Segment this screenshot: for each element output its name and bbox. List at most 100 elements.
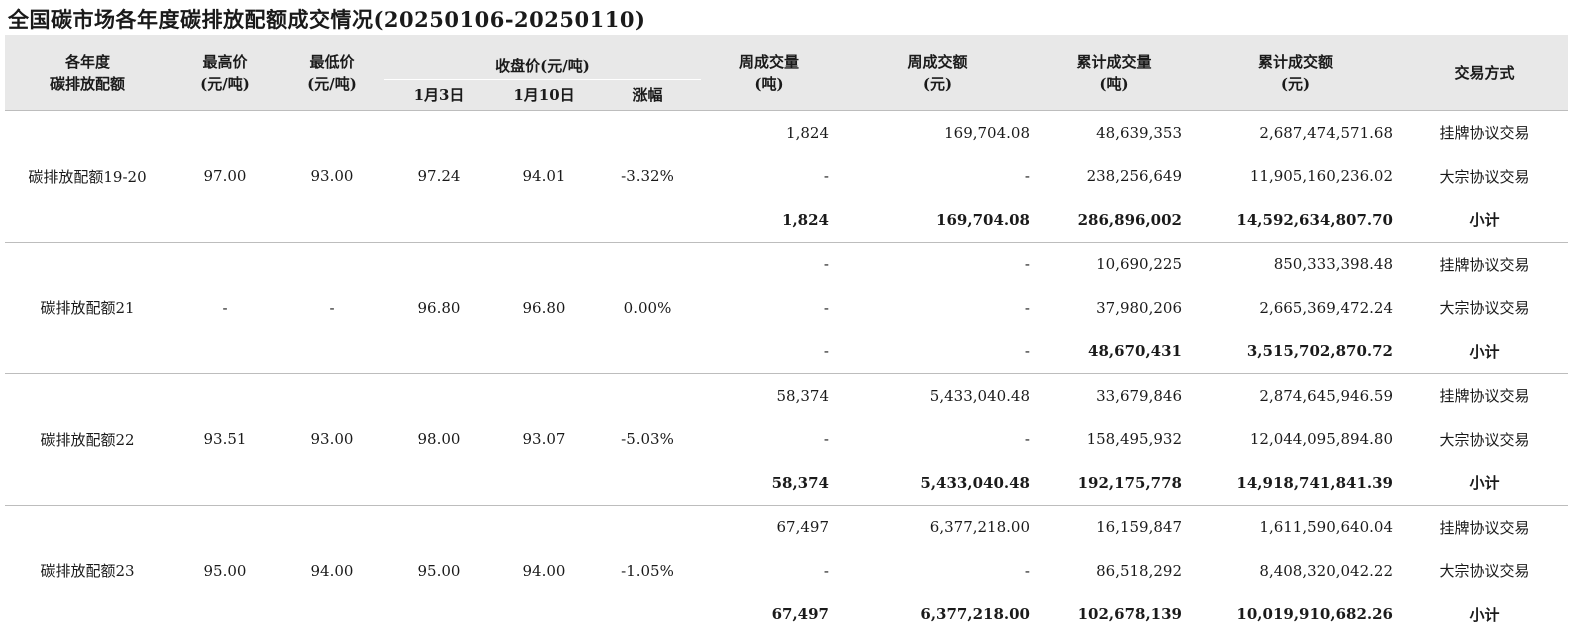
price-change: -1.05%: [594, 505, 701, 636]
max-price: 95.00: [170, 505, 280, 636]
close-jan10: 96.80: [494, 242, 594, 374]
cum-amount: 14,918,741,841.39: [1190, 461, 1401, 505]
week-amount: -: [837, 155, 1038, 199]
cum-amount: 3,515,702,870.72: [1190, 330, 1401, 374]
min-price: 94.00: [280, 505, 384, 636]
trade-method: 小计: [1401, 330, 1568, 374]
week-amount: -: [837, 330, 1038, 374]
header-product-line2: 碳排放配额: [5, 73, 170, 95]
header-week-volume: 周成交量 (吨): [701, 35, 837, 111]
week-volume: -: [701, 242, 837, 286]
header-week-amount-line1: 周成交额: [837, 51, 1038, 73]
table-row: 碳排放配额23 95.00 94.00 95.00 94.00 -1.05% 6…: [5, 505, 1568, 549]
close-jan3: 98.00: [384, 374, 494, 506]
table-row: 碳排放配额22 93.51 93.00 98.00 93.07 -5.03% 5…: [5, 374, 1568, 418]
table-row: 碳排放配额19-20 97.00 93.00 97.24 94.01 -3.32…: [5, 111, 1568, 155]
close-jan3: 96.80: [384, 242, 494, 374]
header-min-price: 最低价 (元/吨): [280, 35, 384, 111]
max-price: 93.51: [170, 374, 280, 506]
week-amount: 169,704.08: [837, 198, 1038, 242]
week-amount: -: [837, 286, 1038, 330]
cum-amount: 10,019,910,682.26: [1190, 593, 1401, 636]
cum-volume: 238,256,649: [1038, 155, 1190, 199]
close-jan10: 94.00: [494, 505, 594, 636]
header-min-price-line1: 最低价: [280, 51, 384, 73]
product-name: 碳排放配额21: [5, 242, 170, 374]
header-cum-amount: 累计成交额 (元): [1190, 35, 1401, 111]
header-week-amount: 周成交额 (元): [837, 35, 1038, 111]
header-week-amount-line2: (元): [837, 73, 1038, 95]
trade-method: 大宗协议交易: [1401, 549, 1568, 593]
week-volume: -: [701, 418, 837, 462]
cum-amount: 2,687,474,571.68: [1190, 111, 1401, 155]
week-volume: 67,497: [701, 505, 837, 549]
product-name: 碳排放配额22: [5, 374, 170, 506]
header-week-volume-line1: 周成交量: [701, 51, 837, 73]
min-price: -: [280, 242, 384, 374]
header-close-jan3: 1月3日: [384, 80, 494, 111]
header-max-price-line2: (元/吨): [170, 73, 280, 95]
trade-method: 挂牌协议交易: [1401, 242, 1568, 286]
price-change: -5.03%: [594, 374, 701, 506]
table-row: 碳排放配额21 - - 96.80 96.80 0.00% - - 10,690…: [5, 242, 1568, 286]
table-header: 各年度 碳排放配额 最高价 (元/吨) 最低价 (元/吨) 收盘价(元/吨) 周…: [5, 35, 1568, 111]
trade-method: 大宗协议交易: [1401, 418, 1568, 462]
week-volume: -: [701, 155, 837, 199]
header-close-price: 收盘价(元/吨): [384, 35, 701, 80]
header-cum-volume-line2: (吨): [1038, 73, 1190, 95]
trade-method: 大宗协议交易: [1401, 155, 1568, 199]
trade-method: 挂牌协议交易: [1401, 505, 1568, 549]
week-volume: 58,374: [701, 461, 837, 505]
cum-volume: 102,678,139: [1038, 593, 1190, 636]
week-volume: 1,824: [701, 111, 837, 155]
cum-volume: 48,670,431: [1038, 330, 1190, 374]
header-max-price-line1: 最高价: [170, 51, 280, 73]
product-name: 碳排放配额23: [5, 505, 170, 636]
header-cum-volume-line1: 累计成交量: [1038, 51, 1190, 73]
price-change: 0.00%: [594, 242, 701, 374]
cum-amount: 1,611,590,640.04: [1190, 505, 1401, 549]
cum-volume: 192,175,778: [1038, 461, 1190, 505]
header-min-price-line2: (元/吨): [280, 73, 384, 95]
trade-method: 挂牌协议交易: [1401, 111, 1568, 155]
cum-amount: 14,592,634,807.70: [1190, 198, 1401, 242]
cum-volume: 33,679,846: [1038, 374, 1190, 418]
header-trade-method: 交易方式: [1401, 35, 1568, 111]
cum-volume: 286,896,002: [1038, 198, 1190, 242]
page-title: 全国碳市场各年度碳排放配额成交情况(20250106-20250110): [8, 4, 645, 34]
product-name: 碳排放配额19-20: [5, 111, 170, 243]
week-volume: -: [701, 330, 837, 374]
max-price: 97.00: [170, 111, 280, 243]
week-amount: 5,433,040.48: [837, 374, 1038, 418]
cum-amount: 11,905,160,236.02: [1190, 155, 1401, 199]
header-close-jan10: 1月10日: [494, 80, 594, 111]
price-change: -3.32%: [594, 111, 701, 243]
close-jan3: 97.24: [384, 111, 494, 243]
header-cum-volume: 累计成交量 (吨): [1038, 35, 1190, 111]
cum-amount: 2,874,645,946.59: [1190, 374, 1401, 418]
week-volume: 58,374: [701, 374, 837, 418]
cum-volume: 37,980,206: [1038, 286, 1190, 330]
cum-volume: 48,639,353: [1038, 111, 1190, 155]
max-price: -: [170, 242, 280, 374]
trade-method: 小计: [1401, 593, 1568, 636]
cum-volume: 16,159,847: [1038, 505, 1190, 549]
close-jan3: 95.00: [384, 505, 494, 636]
cum-volume: 158,495,932: [1038, 418, 1190, 462]
trade-method: 挂牌协议交易: [1401, 374, 1568, 418]
header-product-line1: 各年度: [5, 51, 170, 73]
week-amount: -: [837, 242, 1038, 286]
cum-amount: 12,044,095,894.80: [1190, 418, 1401, 462]
cum-amount: 2,665,369,472.24: [1190, 286, 1401, 330]
cum-volume: 10,690,225: [1038, 242, 1190, 286]
week-volume: 1,824: [701, 198, 837, 242]
week-amount: 169,704.08: [837, 111, 1038, 155]
week-amount: 5,433,040.48: [837, 461, 1038, 505]
cum-amount: 8,408,320,042.22: [1190, 549, 1401, 593]
cum-volume: 86,518,292: [1038, 549, 1190, 593]
header-change: 涨幅: [594, 80, 701, 111]
header-product: 各年度 碳排放配额: [5, 35, 170, 111]
week-volume: -: [701, 549, 837, 593]
header-week-volume-line2: (吨): [701, 73, 837, 95]
header-max-price: 最高价 (元/吨): [170, 35, 280, 111]
